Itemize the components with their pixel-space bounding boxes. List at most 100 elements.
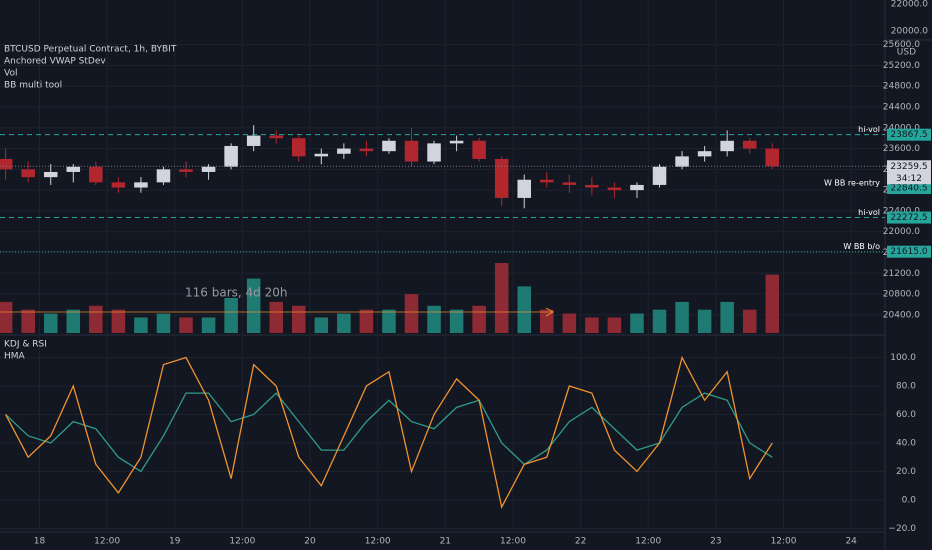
y-tick-label: 25600.0 <box>883 40 920 50</box>
candle-body <box>21 169 35 178</box>
x-tick-label: 12:00 <box>500 537 526 547</box>
volume-bar <box>269 301 283 333</box>
volume-bar <box>337 313 351 333</box>
volume-bar <box>427 305 441 333</box>
candle-body <box>43 171 58 178</box>
osc-tick-label: 80.0 <box>896 381 916 391</box>
volume-bar <box>607 317 622 333</box>
candle-body <box>427 143 441 162</box>
x-tick-label: 21 <box>440 537 451 547</box>
candle-body <box>0 158 13 170</box>
y-tick-label: 23600.0 <box>883 144 920 154</box>
y-tick-label: 24000.0 <box>883 123 920 133</box>
range-arrow-head <box>545 307 555 317</box>
x-tick-label: 22 <box>575 537 586 547</box>
volume-bar <box>21 309 35 333</box>
volume-bar <box>314 317 329 333</box>
y-tick-label: 21200.0 <box>883 269 920 279</box>
volume-bar <box>652 309 667 333</box>
range-annotation: 116 bars, 4d 20h <box>185 286 287 300</box>
price-tag <box>887 128 931 141</box>
volume-bar <box>359 309 374 333</box>
volume-bar <box>156 313 171 333</box>
volume-bar <box>111 309 126 333</box>
volume-bar <box>291 305 306 333</box>
y-tick-label: 24800.0 <box>883 82 920 92</box>
candle-body <box>246 135 261 146</box>
volume-bar <box>66 309 81 333</box>
candle-body <box>201 166 216 172</box>
candle-body <box>540 179 554 183</box>
candle-body <box>337 148 351 154</box>
last-price-label: 23259.5 <box>890 162 927 172</box>
volume-bar <box>675 301 689 333</box>
candle-body <box>89 166 103 183</box>
hma-line <box>5 392 773 473</box>
y-tick-label: 22400.0 <box>883 206 920 216</box>
candle-body <box>449 140 464 144</box>
osc-tick-label: 40.0 <box>896 438 916 448</box>
volume-bar <box>382 309 396 333</box>
volume-bar <box>449 309 464 333</box>
candle-body <box>562 182 577 185</box>
candle-body <box>472 140 486 159</box>
price-tag <box>887 211 931 224</box>
x-tick-label: 20 <box>304 537 316 547</box>
volume-bar <box>246 278 261 333</box>
osc-tick-label: −20.0 <box>888 524 916 534</box>
candle-body <box>404 140 419 162</box>
chart-title: BTCUSD Perpetual Contract, 1h, BYBIT <box>4 45 177 55</box>
volume-bar <box>720 301 734 333</box>
volume-bar <box>179 317 193 333</box>
volume-bar <box>562 313 577 333</box>
osc-tick-label: 100.0 <box>890 353 916 363</box>
indicator-label: Vol <box>4 69 17 79</box>
candle-body <box>517 179 531 198</box>
x-tick-label: 24 <box>845 537 857 547</box>
y-tick-label: 22000.0 <box>883 227 920 237</box>
currency-label: USD <box>897 48 916 58</box>
price-tag-label: 22840.5 <box>890 184 927 194</box>
volume-bar <box>0 301 13 333</box>
indicator-label: BB multi tool <box>4 81 62 91</box>
y-tick-label: 20800.0 <box>883 290 920 300</box>
y-tick-label: 25200.0 <box>883 61 920 71</box>
candle-body <box>765 148 780 167</box>
level-name: W BB b/o <box>843 242 880 251</box>
candle-body <box>66 166 81 172</box>
volume-bar <box>224 298 238 333</box>
osc-tick-label: 0.0 <box>902 495 917 505</box>
x-tick-label: 12:00 <box>635 537 661 547</box>
candle-body <box>652 166 667 185</box>
marks <box>0 125 885 509</box>
grid <box>0 0 885 532</box>
osc-tick-label: 60.0 <box>896 410 916 420</box>
candle-body <box>742 140 757 149</box>
volume-bar <box>89 305 103 333</box>
x-tick-label: 18 <box>34 537 46 547</box>
price-tag-label: 23867.5 <box>890 130 927 140</box>
last-price-tag <box>887 160 931 185</box>
volume-bar <box>404 294 419 333</box>
volume-bar <box>742 309 757 333</box>
x-tick-label: 12:00 <box>94 537 120 547</box>
volume-bar <box>765 274 780 333</box>
candle-body <box>382 140 396 152</box>
candle-body <box>359 148 374 152</box>
candle-body <box>269 135 283 139</box>
level-name: hi-vol <box>858 125 880 134</box>
candle-body <box>607 187 622 191</box>
x-tick-label: 12:00 <box>365 537 391 547</box>
candle-body <box>720 140 734 152</box>
osc-tick-label: 20.0 <box>896 467 916 477</box>
upper-scale-label: 22000.0 <box>891 0 928 10</box>
volume-bar <box>517 286 531 333</box>
candle-body <box>179 169 193 172</box>
volume-bar <box>540 309 554 333</box>
price-tag-label: 22272.5 <box>890 213 927 223</box>
level-name: hi-vol <box>858 208 880 217</box>
candle-body <box>314 153 329 157</box>
kdj-line <box>5 355 773 509</box>
